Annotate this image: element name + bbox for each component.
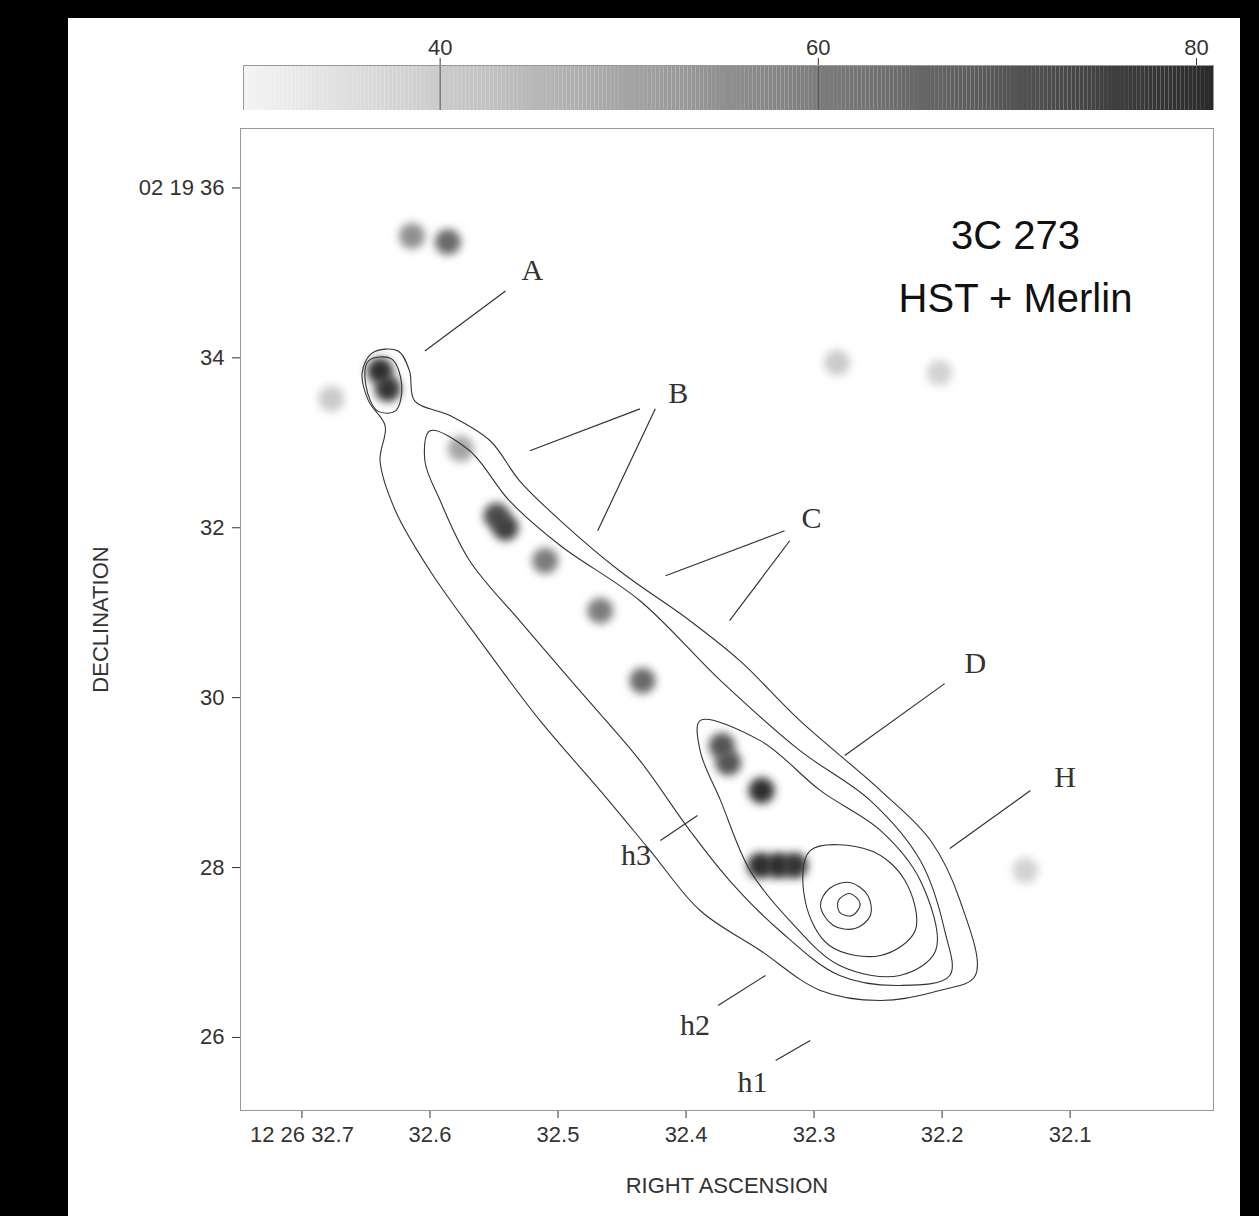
svg-text:30: 30 [200,685,224,710]
svg-text:B: B [668,376,688,409]
svg-text:28: 28 [200,855,224,880]
svg-text:34: 34 [200,345,224,370]
svg-text:3C 273: 3C 273 [951,213,1080,257]
svg-text:DECLINATION: DECLINATION [88,546,113,692]
svg-text:32.2: 32.2 [921,1122,964,1147]
svg-text:32.6: 32.6 [409,1122,452,1147]
svg-text:HST + Merlin: HST + Merlin [899,276,1133,320]
svg-text:A: A [522,253,544,286]
svg-text:60: 60 [806,35,830,60]
svg-text:C: C [801,501,821,534]
svg-text:40: 40 [428,35,452,60]
svg-text:H: H [1054,760,1076,793]
svg-text:h3: h3 [621,838,651,871]
svg-text:26: 26 [200,1024,224,1049]
svg-text:32.5: 32.5 [537,1122,580,1147]
svg-text:h1: h1 [738,1065,768,1098]
svg-text:D: D [965,646,987,679]
svg-text:32: 32 [200,515,224,540]
svg-text:02 19 36: 02 19 36 [139,175,225,200]
svg-text:80: 80 [1184,35,1208,60]
svg-text:32.4: 32.4 [665,1122,708,1147]
svg-text:h2: h2 [680,1008,710,1041]
svg-text:32.3: 32.3 [793,1122,836,1147]
svg-text:RIGHT ASCENSION: RIGHT ASCENSION [626,1173,829,1198]
svg-text:12 26 32.7: 12 26 32.7 [250,1122,354,1147]
svg-text:32.1: 32.1 [1049,1122,1092,1147]
